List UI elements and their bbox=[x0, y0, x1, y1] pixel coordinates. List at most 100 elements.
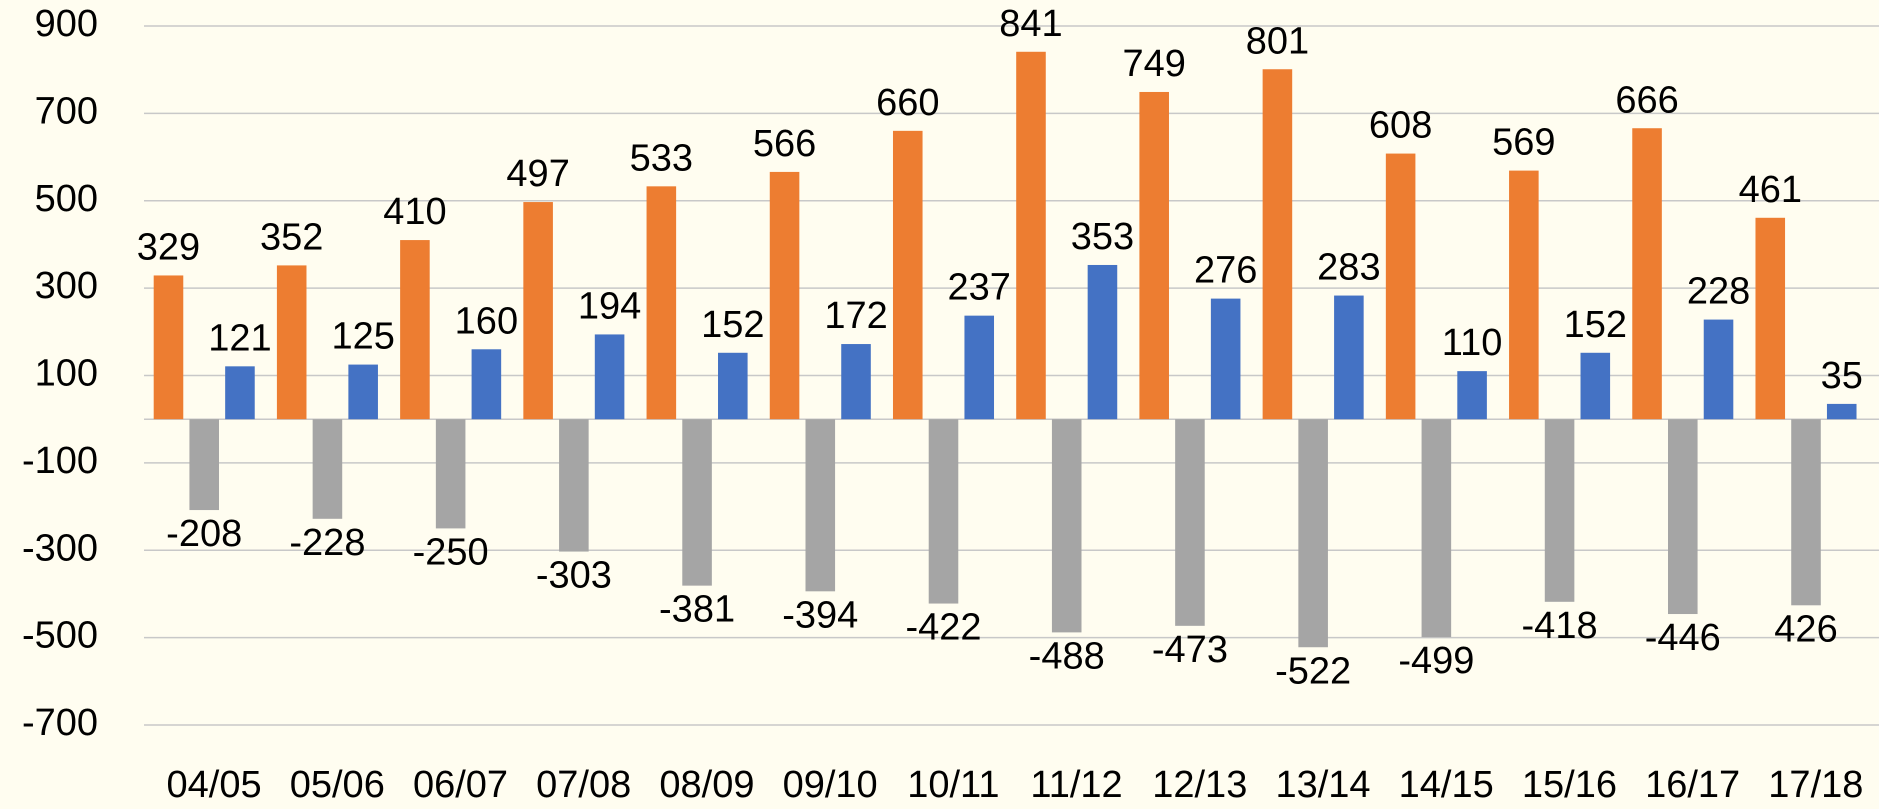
bar bbox=[1016, 51, 1046, 420]
bar bbox=[559, 419, 589, 552]
y-tick-label: 100 bbox=[35, 353, 98, 395]
bar bbox=[523, 202, 553, 420]
data-label: 276 bbox=[1194, 250, 1257, 292]
data-label: 228 bbox=[1687, 271, 1750, 313]
data-label: 352 bbox=[260, 216, 323, 258]
x-tick-label: 12/13 bbox=[1152, 764, 1247, 806]
data-label: -499 bbox=[1398, 640, 1474, 682]
x-tick-label: 10/11 bbox=[907, 764, 999, 806]
data-label: 566 bbox=[753, 123, 816, 165]
bar bbox=[1703, 319, 1734, 420]
data-label: 841 bbox=[999, 3, 1062, 45]
data-label: 110 bbox=[1442, 322, 1503, 364]
data-label: 608 bbox=[1369, 105, 1432, 147]
y-tick-label: -500 bbox=[22, 615, 98, 657]
bar bbox=[1791, 419, 1821, 606]
x-tick-label: 11/12 bbox=[1030, 764, 1122, 806]
x-tick-label: 07/08 bbox=[536, 764, 631, 806]
data-label: 666 bbox=[1615, 79, 1678, 121]
data-label: 283 bbox=[1317, 247, 1380, 289]
x-tick-label: 13/14 bbox=[1275, 764, 1370, 806]
data-label: -488 bbox=[1029, 635, 1105, 677]
data-label: -418 bbox=[1522, 605, 1598, 647]
bar bbox=[471, 349, 502, 420]
bar bbox=[1051, 419, 1082, 633]
x-tick-label: 06/07 bbox=[413, 764, 508, 806]
bar bbox=[1632, 128, 1662, 420]
bar bbox=[964, 315, 995, 420]
data-label: 749 bbox=[1122, 43, 1185, 85]
bar bbox=[1087, 264, 1118, 420]
bar bbox=[646, 186, 677, 420]
y-tick-label: 300 bbox=[35, 265, 98, 307]
data-label: 35 bbox=[1821, 355, 1863, 397]
bar bbox=[1668, 419, 1698, 615]
bar bbox=[225, 366, 255, 420]
bar bbox=[594, 334, 625, 420]
bar bbox=[1544, 419, 1575, 602]
bar bbox=[153, 275, 184, 420]
data-label: -250 bbox=[413, 531, 489, 573]
data-label: 801 bbox=[1246, 20, 1309, 62]
bar bbox=[1826, 403, 1857, 420]
data-label: -208 bbox=[166, 513, 242, 555]
data-label: 569 bbox=[1492, 122, 1555, 164]
data-label: -381 bbox=[659, 589, 735, 631]
bar bbox=[1139, 91, 1169, 420]
data-label: -522 bbox=[1275, 650, 1351, 692]
data-label: 497 bbox=[506, 153, 569, 195]
y-tick-label: -100 bbox=[22, 440, 98, 482]
data-label: 353 bbox=[1071, 216, 1134, 258]
bar bbox=[769, 171, 800, 420]
data-label: 660 bbox=[876, 82, 939, 124]
x-tick-label: 08/09 bbox=[659, 764, 754, 806]
data-label: -446 bbox=[1645, 617, 1721, 659]
bar bbox=[276, 265, 307, 420]
bar bbox=[189, 419, 219, 511]
x-tick-label: 17/18 bbox=[1768, 764, 1863, 806]
data-label: 152 bbox=[1564, 304, 1627, 346]
bar bbox=[805, 419, 836, 592]
data-label: 410 bbox=[383, 191, 446, 233]
data-label: -473 bbox=[1152, 629, 1228, 671]
data-label: 533 bbox=[630, 137, 693, 179]
data-label: 172 bbox=[824, 295, 887, 337]
data-label: 152 bbox=[701, 304, 764, 346]
data-label: -228 bbox=[289, 522, 365, 564]
bar bbox=[1457, 371, 1487, 420]
bar bbox=[928, 419, 959, 604]
data-label: -303 bbox=[536, 555, 612, 597]
y-tick-label: 900 bbox=[35, 3, 98, 45]
bar bbox=[435, 419, 466, 529]
y-tick-label: -700 bbox=[22, 702, 98, 744]
bar bbox=[1755, 217, 1786, 420]
data-label: 121 bbox=[208, 317, 271, 359]
y-tick-label: -300 bbox=[22, 527, 98, 569]
data-label: 160 bbox=[455, 300, 518, 342]
data-label: 194 bbox=[578, 285, 641, 327]
bar bbox=[682, 419, 712, 586]
bar bbox=[1421, 419, 1452, 638]
x-tick-label: 14/15 bbox=[1399, 764, 1494, 806]
bar bbox=[1262, 69, 1293, 420]
data-label: 237 bbox=[948, 267, 1011, 309]
data-label: 329 bbox=[137, 226, 200, 268]
bar bbox=[348, 364, 378, 420]
x-tick-label: 09/10 bbox=[783, 764, 878, 806]
x-tick-label: 15/16 bbox=[1522, 764, 1617, 806]
bar bbox=[400, 240, 430, 420]
bar bbox=[1580, 352, 1611, 420]
y-tick-label: 500 bbox=[35, 178, 98, 220]
data-label: 426 bbox=[1774, 608, 1837, 650]
bar bbox=[1298, 419, 1328, 648]
bar bbox=[312, 419, 343, 519]
x-tick-label: 05/06 bbox=[290, 764, 385, 806]
data-label: 461 bbox=[1739, 169, 1802, 211]
y-tick-label: 700 bbox=[35, 90, 98, 132]
bar bbox=[718, 352, 748, 420]
bar bbox=[1175, 419, 1205, 626]
data-label: -394 bbox=[782, 594, 858, 636]
bar bbox=[1334, 295, 1364, 420]
x-tick-label: 16/17 bbox=[1645, 764, 1740, 806]
